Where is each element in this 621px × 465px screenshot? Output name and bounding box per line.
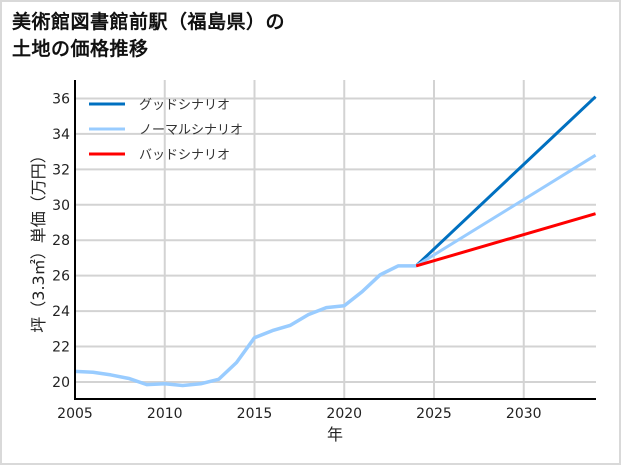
y-tick-label: 32 bbox=[52, 162, 70, 178]
axes bbox=[74, 80, 596, 400]
x-axis-label: 年 bbox=[327, 425, 343, 444]
y-tick-label: 28 bbox=[52, 233, 70, 249]
x-tick-label: 2015 bbox=[237, 406, 273, 422]
y-tick-label: 36 bbox=[52, 91, 70, 107]
x-tick-label: 2025 bbox=[416, 406, 452, 422]
y-tick-label: 26 bbox=[52, 269, 70, 285]
series-line bbox=[415, 153, 597, 268]
y-tick-label: 34 bbox=[52, 127, 70, 143]
x-axis-ticks: 2005 2010 2015 2020 2025 2030 bbox=[57, 406, 541, 422]
chart-title-line-1: 美術館図書館前駅（福島県）の bbox=[12, 11, 286, 33]
y-tick-label: 20 bbox=[52, 375, 70, 391]
x-tick-label: 2020 bbox=[326, 406, 362, 422]
y-tick-label: 24 bbox=[52, 304, 70, 320]
legend-label: バッドシナリオ bbox=[139, 148, 230, 163]
historical-line bbox=[74, 264, 417, 388]
legend-label: グッドシナリオ bbox=[139, 98, 230, 113]
series-line bbox=[415, 95, 597, 268]
x-tick-label: 2005 bbox=[57, 406, 93, 422]
y-axis-label: 坪（3.3㎡）単価（万円） bbox=[29, 147, 48, 332]
y-tick-label: 22 bbox=[52, 340, 70, 356]
legend-label: ノーマルシナリオ bbox=[139, 123, 243, 138]
y-tick-label: 30 bbox=[52, 198, 70, 214]
data-lines bbox=[74, 95, 597, 388]
series-line bbox=[415, 212, 596, 268]
x-tick-label: 2030 bbox=[506, 406, 542, 422]
chart-title: 美術館図書館前駅（福島県）の 土地の価格推移 bbox=[12, 9, 285, 63]
chart-title-line-2: 土地の価格推移 bbox=[12, 38, 149, 60]
x-tick-label: 2010 bbox=[147, 406, 183, 422]
y-axis-ticks: 20 22 24 26 28 30 32 34 36 bbox=[52, 91, 70, 391]
